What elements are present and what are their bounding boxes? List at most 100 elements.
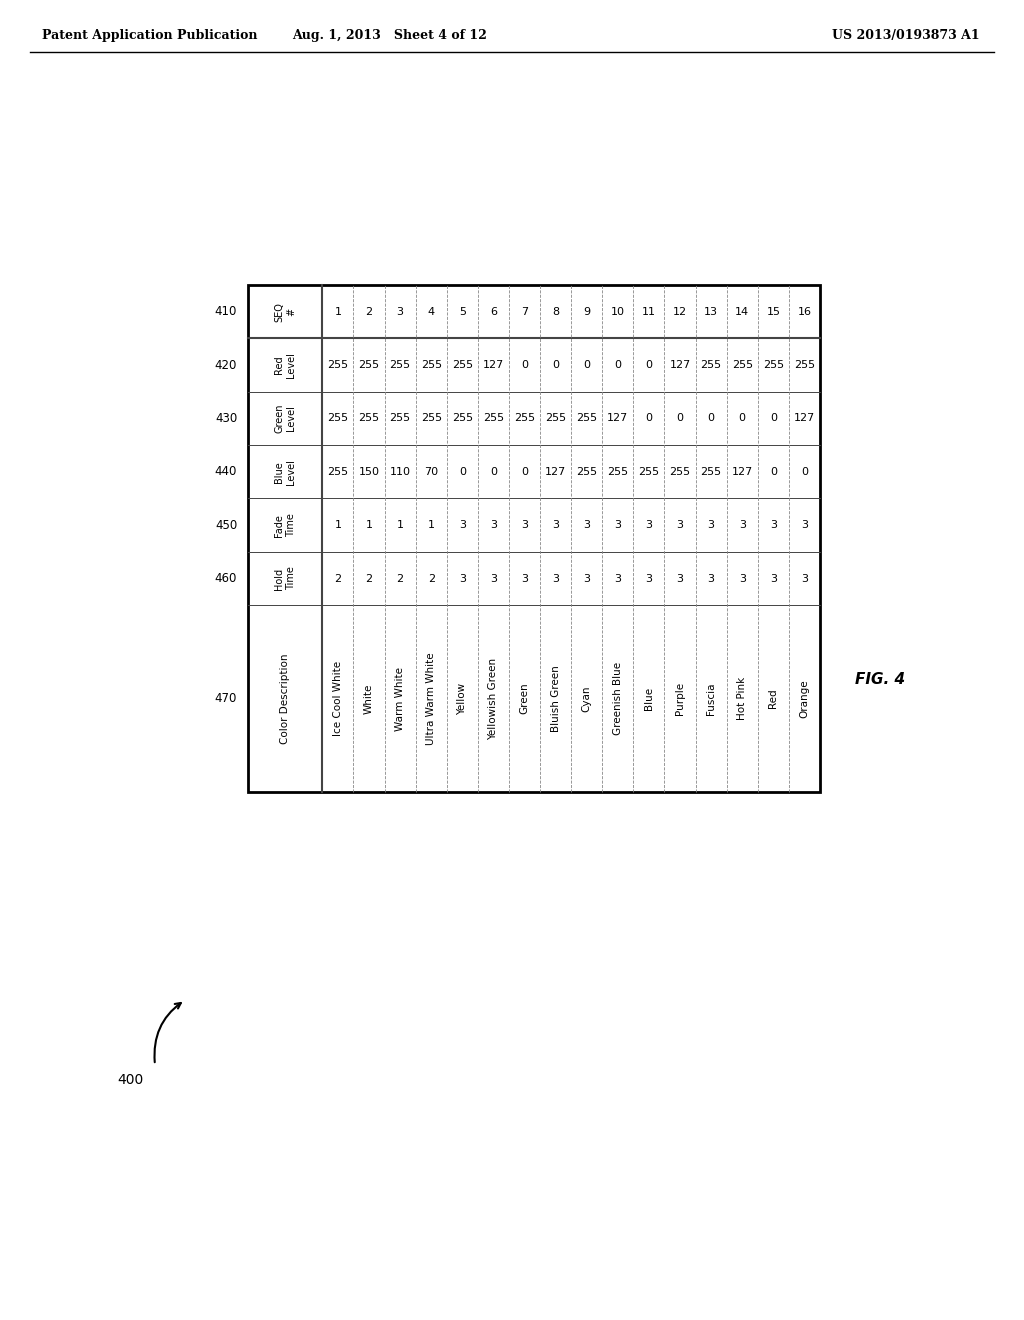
Text: US 2013/0193873 A1: US 2013/0193873 A1 [833,29,980,41]
Text: Patent Application Publication: Patent Application Publication [42,29,257,41]
Text: 460: 460 [215,572,238,585]
Text: 3: 3 [677,520,684,531]
Text: 3: 3 [584,520,590,531]
Text: 6: 6 [489,306,497,317]
Text: 3: 3 [614,573,622,583]
Text: 127: 127 [482,360,504,370]
Text: 2: 2 [366,306,373,317]
Text: Hold
Time: Hold Time [274,566,296,590]
Text: 255: 255 [607,467,629,477]
Text: 255: 255 [358,360,380,370]
Text: 255: 255 [452,360,473,370]
Text: 16: 16 [798,306,811,317]
Text: 127: 127 [794,413,815,424]
Text: Blue
Level: Blue Level [274,459,296,484]
Text: Ice Cool White: Ice Cool White [333,661,343,737]
Text: 12: 12 [673,306,687,317]
Text: Orange: Orange [800,680,809,718]
Text: 7: 7 [521,306,528,317]
Text: 255: 255 [732,360,753,370]
Text: 255: 255 [700,467,722,477]
Text: Color Description: Color Description [281,653,290,744]
Text: 0: 0 [738,413,745,424]
Text: 9: 9 [584,306,590,317]
Text: 420: 420 [215,359,238,371]
Text: 3: 3 [552,520,559,531]
Text: 0: 0 [801,467,808,477]
Text: 3: 3 [708,520,715,531]
Text: Red: Red [768,689,778,709]
Text: 3: 3 [521,520,528,531]
Text: 5: 5 [459,306,466,317]
Text: Red
Level: Red Level [274,352,296,378]
Text: 255: 255 [545,413,566,424]
Text: 3: 3 [645,520,652,531]
Text: 0: 0 [489,467,497,477]
Text: 3: 3 [489,520,497,531]
Text: 0: 0 [584,360,590,370]
Text: 255: 255 [577,413,597,424]
Text: 255: 255 [389,360,411,370]
Text: Fuscia: Fuscia [707,682,716,715]
Text: 0: 0 [708,413,715,424]
Text: 255: 255 [421,413,441,424]
Text: 3: 3 [801,520,808,531]
Text: 2: 2 [366,573,373,583]
Text: 255: 255 [670,467,690,477]
Text: 255: 255 [358,413,380,424]
Text: 255: 255 [700,360,722,370]
Text: 3: 3 [738,520,745,531]
Text: 3: 3 [770,520,777,531]
Text: Cyan: Cyan [582,685,592,711]
Text: 255: 255 [514,413,536,424]
Text: 440: 440 [215,465,238,478]
Text: 13: 13 [705,306,718,317]
Text: 3: 3 [614,520,622,531]
Text: 3: 3 [459,573,466,583]
Text: Greenish Blue: Greenish Blue [612,663,623,735]
Text: FIG. 4: FIG. 4 [855,672,905,688]
Text: White: White [364,684,374,714]
Text: 3: 3 [489,573,497,583]
Text: 3: 3 [708,573,715,583]
Text: Hot Pink: Hot Pink [737,677,748,721]
Text: 3: 3 [677,573,684,583]
Text: 3: 3 [801,573,808,583]
Text: 15: 15 [766,306,780,317]
Text: 255: 255 [421,360,441,370]
Text: 1: 1 [366,520,373,531]
Text: 0: 0 [521,467,528,477]
Text: 3: 3 [584,573,590,583]
Text: 70: 70 [424,467,438,477]
Text: 1: 1 [335,306,341,317]
Text: 10: 10 [611,306,625,317]
Text: 3: 3 [396,306,403,317]
Text: 3: 3 [459,520,466,531]
Text: 255: 255 [452,413,473,424]
Text: 127: 127 [545,467,566,477]
Text: 1: 1 [335,520,341,531]
Text: 255: 255 [328,413,348,424]
Text: 127: 127 [731,467,753,477]
Text: 255: 255 [328,467,348,477]
Text: 3: 3 [738,573,745,583]
Text: 0: 0 [459,467,466,477]
Text: Green
Level: Green Level [274,404,296,433]
Text: 255: 255 [638,467,659,477]
Text: Fade
Time: Fade Time [274,513,296,537]
Text: 1: 1 [396,520,403,531]
Text: 0: 0 [552,360,559,370]
Text: 255: 255 [763,360,784,370]
Text: 0: 0 [521,360,528,370]
Text: 3: 3 [521,573,528,583]
Text: 0: 0 [645,413,652,424]
Text: Yellowish Green: Yellowish Green [488,657,499,739]
Text: Ultra Warm White: Ultra Warm White [426,652,436,744]
Text: Green: Green [519,682,529,714]
Text: 255: 255 [794,360,815,370]
Text: 127: 127 [607,413,629,424]
Text: 2: 2 [335,573,341,583]
Text: 3: 3 [552,573,559,583]
Text: 0: 0 [677,413,684,424]
Text: 450: 450 [215,519,238,532]
